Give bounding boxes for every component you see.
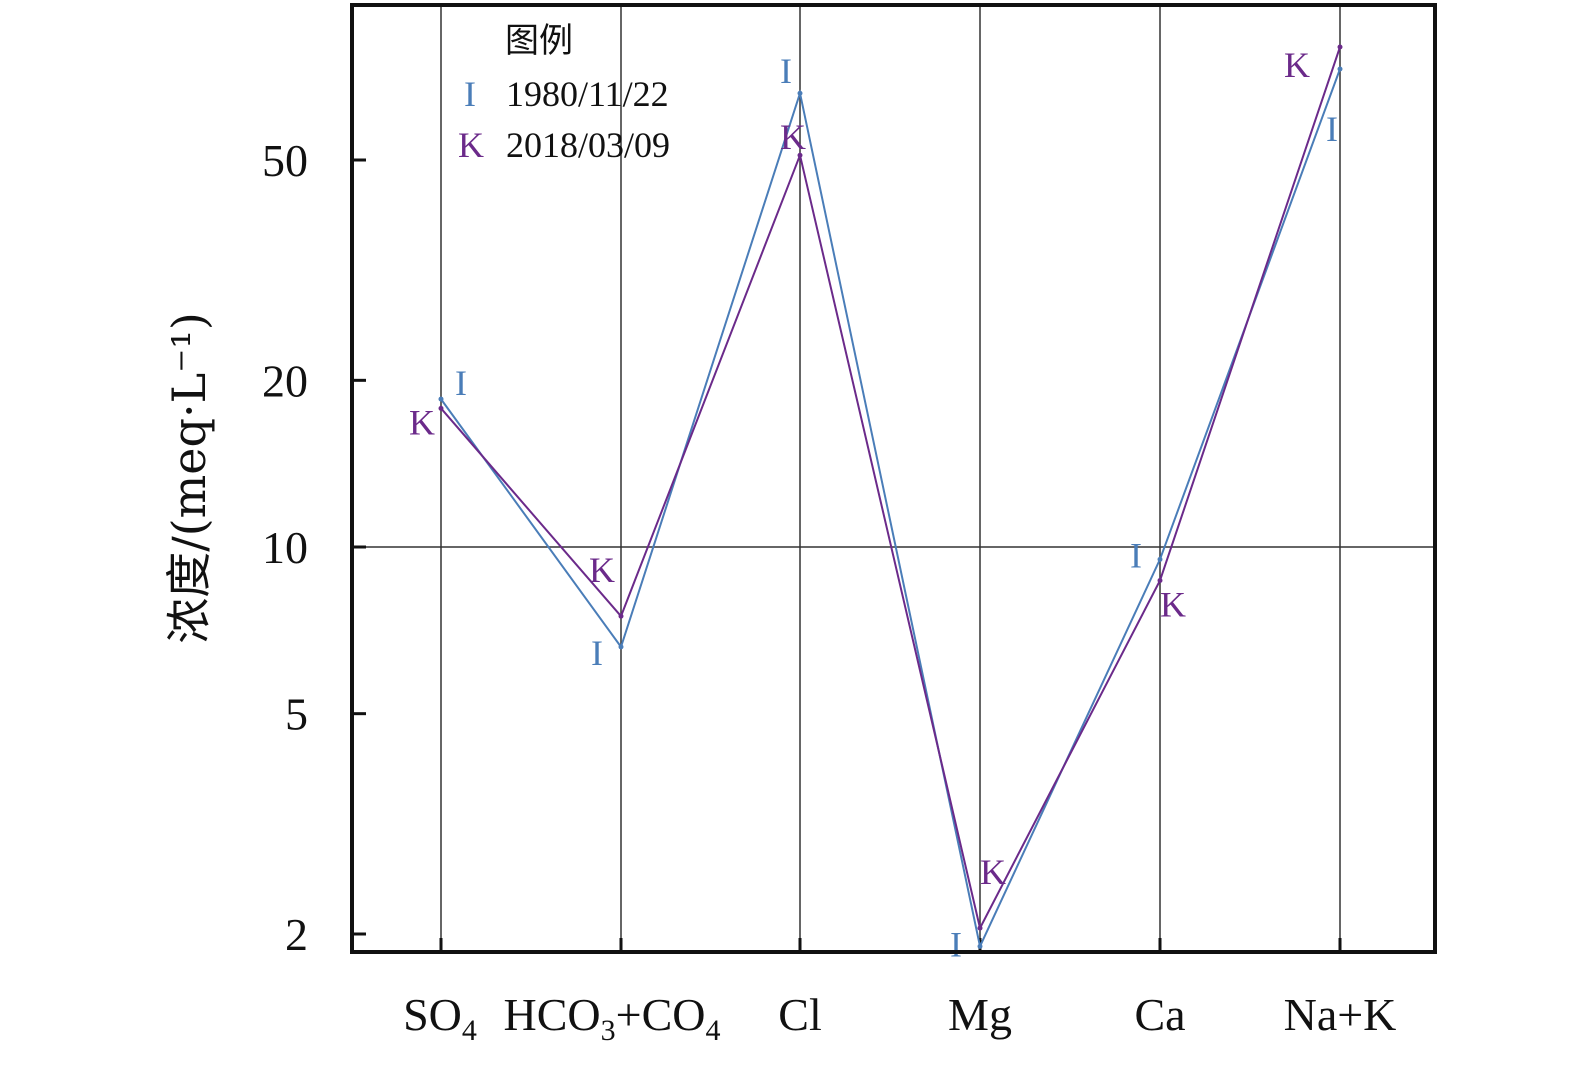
point-marker-I-5: I	[1326, 109, 1338, 149]
y-tick-label-10: 10	[262, 522, 308, 573]
point-marker-K-1: K	[589, 550, 615, 590]
series-layer	[438, 44, 1343, 950]
data-point-I-3	[977, 943, 983, 949]
point-marker-I-3: I	[950, 924, 962, 964]
x-category-label-5: Na+K	[1284, 989, 1397, 1040]
x-category-label-1: HCO3+CO4	[504, 989, 721, 1047]
legend-title: 图例	[505, 21, 573, 61]
data-point-I-5	[1337, 66, 1343, 72]
point-marker-K-2: K	[780, 117, 806, 157]
legend: 图例 I 1980/11/22 K 2018/03/09	[458, 21, 670, 165]
data-point-K-5	[1337, 44, 1343, 50]
point-marker-I-0: I	[455, 363, 467, 403]
point-marker-I-4: I	[1130, 535, 1142, 575]
legend-entry-2018: 2018/03/09	[506, 125, 670, 165]
y-axis-label: 浓度/(meq·L⁻¹)	[162, 312, 216, 644]
point-marker-I-2: I	[780, 51, 792, 91]
data-point-I-2	[797, 90, 803, 96]
point-marker-K-0: K	[409, 402, 435, 442]
data-point-K-1	[618, 613, 624, 619]
grid-layer	[352, 5, 1435, 952]
series-line-2018/03/09	[440, 46, 1341, 931]
data-point-I-0	[438, 396, 444, 402]
y-tick-label-2: 2	[285, 909, 308, 960]
series-line-1980/11/22	[440, 68, 1341, 950]
x-category-label-0: SO4	[403, 989, 477, 1047]
x-category-label-2: Cl	[778, 989, 821, 1040]
y-tick-label-5: 5	[285, 689, 308, 740]
data-point-K-3	[977, 925, 983, 931]
x-category-label-3: Mg	[948, 989, 1012, 1040]
legend-marker-1980: I	[464, 74, 476, 114]
data-point-I-1	[618, 644, 624, 650]
x-category-label-4: Ca	[1134, 989, 1185, 1040]
point-marker-I-1: I	[591, 633, 603, 673]
legend-marker-2018: K	[458, 125, 484, 165]
y-tick-label-20: 20	[262, 355, 308, 406]
data-point-K-0	[438, 405, 444, 411]
point-marker-K-4: K	[1160, 584, 1186, 624]
data-point-K-2	[797, 152, 803, 158]
point-marker-K-3: K	[980, 852, 1006, 892]
data-point-I-4	[1157, 556, 1163, 562]
plot-frame	[350, 3, 1437, 954]
point-marker-K-5: K	[1284, 45, 1310, 85]
data-point-K-4	[1157, 577, 1163, 583]
y-tick-label-50: 50	[262, 135, 308, 186]
legend-entry-1980: 1980/11/22	[506, 74, 669, 114]
